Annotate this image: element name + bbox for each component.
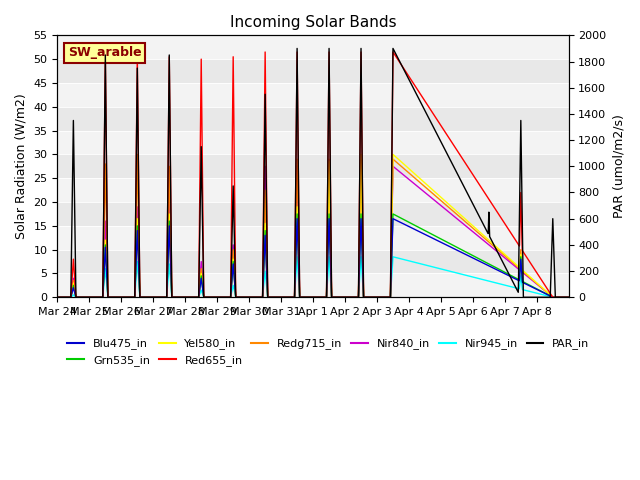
Title: Incoming Solar Bands: Incoming Solar Bands (230, 15, 396, 30)
Bar (58, 226, 568, 250)
Bar (58, 274, 568, 297)
Bar (58, 83, 568, 107)
Bar (58, 36, 568, 59)
Bar (58, 131, 568, 155)
Legend: Blu475_in, Grn535_in, Yel580_in, Red655_in, Redg715_in, Nir840_in, Nir945_in, PA: Blu475_in, Grn535_in, Yel580_in, Red655_… (63, 334, 594, 370)
Y-axis label: PAR (umol/m2/s): PAR (umol/m2/s) (612, 114, 625, 218)
Bar (58, 178, 568, 202)
Y-axis label: Solar Radiation (W/m2): Solar Radiation (W/m2) (15, 94, 28, 239)
Text: SW_arable: SW_arable (68, 46, 141, 60)
